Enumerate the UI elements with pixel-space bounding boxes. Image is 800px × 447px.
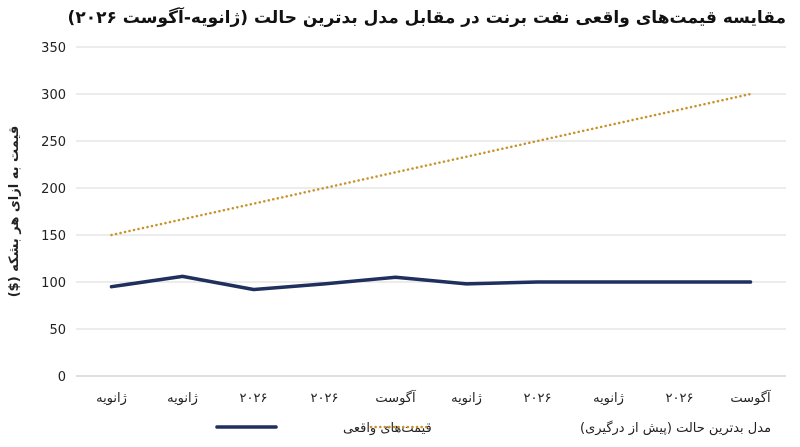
x-tick-label: ۲۰۲۶	[524, 391, 552, 406]
y-tick-label: 250	[41, 135, 66, 150]
chart-title: مقایسه قیمت‌های واقعی نفت برنت در مقابل …	[67, 8, 786, 28]
worst-case-series-line	[110, 92, 752, 237]
y-tick-label: 150	[41, 229, 66, 244]
y-tick-label: 350	[41, 41, 66, 56]
x-tick-label: ۲۰۲۶	[666, 391, 694, 406]
y-tick-label: 0	[58, 370, 66, 385]
y-axis-title: قیمت به ازای هر بشکه ($)	[7, 126, 22, 298]
x-tick-label: ۲۰۲۶	[311, 391, 339, 406]
y-tick-label: 300	[41, 88, 66, 103]
x-tick-label: ژانویه	[167, 391, 198, 406]
y-tick-label: 100	[41, 276, 66, 291]
y-tick-label: 200	[41, 182, 66, 197]
y-tick-label: 50	[49, 323, 66, 338]
x-tick-label: ژانویه	[593, 391, 624, 406]
x-tick-label: آگوست	[730, 389, 772, 406]
x-tick-label: ژانویه	[451, 391, 482, 406]
x-tick-label: ژانویه	[96, 391, 127, 406]
legend-label: مدل بدترین حالت (پیش از درگیری)	[580, 420, 771, 436]
x-tick-label: آگوست	[375, 389, 417, 406]
legend-label: قیمت‌های واقعی	[343, 421, 432, 436]
x-tick-label: ۲۰۲۶	[240, 391, 268, 406]
actual-price-series-line	[109, 274, 753, 292]
